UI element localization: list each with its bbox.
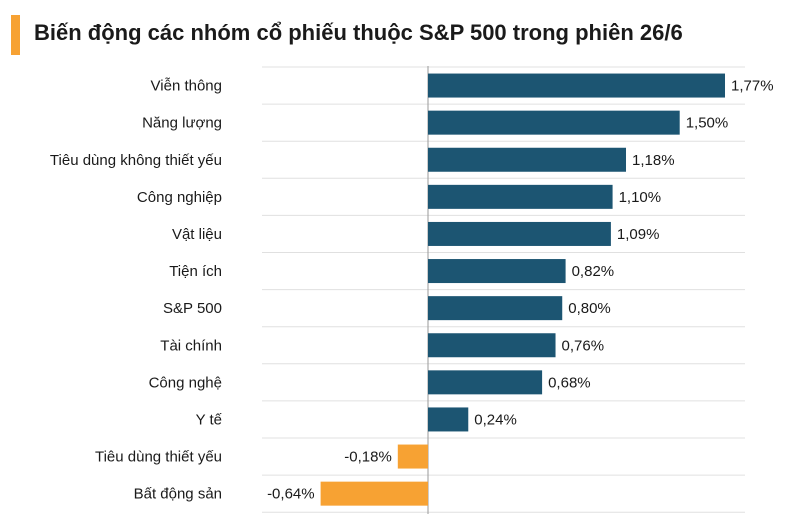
category-label: Công nghiệp: [137, 189, 222, 206]
category-label: Tiêu dùng thiết yếu: [95, 449, 222, 466]
data-label: 0,68%: [548, 374, 591, 391]
data-label: 0,24%: [474, 411, 517, 428]
bar: [428, 73, 726, 98]
category-label: S&P 500: [163, 300, 222, 317]
title-accent-bar: [11, 15, 20, 55]
data-label: 1,77%: [731, 78, 774, 95]
bar: [428, 110, 680, 135]
category-label: Năng lượng: [142, 115, 222, 132]
category-label: Bất động sản: [134, 486, 222, 503]
data-label: 1,10%: [619, 189, 662, 206]
category-label: Tiêu dùng không thiết yếu: [50, 152, 222, 169]
category-label: Tài chính: [160, 337, 222, 354]
bar: [320, 481, 428, 506]
category-label: Công nghệ: [149, 374, 222, 391]
bar: [428, 259, 566, 284]
category-label: Vật liệu: [172, 226, 222, 243]
data-label: 0,80%: [568, 300, 611, 317]
data-label: 1,18%: [632, 152, 675, 169]
bar: [428, 184, 613, 209]
data-label: -0,18%: [344, 449, 392, 466]
data-label: 1,09%: [617, 226, 660, 243]
data-label: 1,50%: [686, 115, 729, 132]
bar: [397, 444, 428, 469]
bar: [428, 221, 611, 246]
data-label: -0,64%: [267, 486, 315, 503]
category-label: Y tế: [196, 411, 223, 428]
bar: [428, 407, 469, 432]
bar: [428, 296, 563, 321]
bar: [428, 147, 627, 172]
data-label: 0,82%: [572, 263, 615, 280]
bar: [428, 370, 543, 395]
category-label: Tiện ích: [169, 263, 222, 280]
data-label: 0,76%: [562, 337, 605, 354]
chart-title: Biến động các nhóm cổ phiếu thuộc S&P 50…: [34, 20, 683, 45]
bar: [428, 333, 556, 358]
category-label: Viễn thông: [151, 78, 222, 95]
